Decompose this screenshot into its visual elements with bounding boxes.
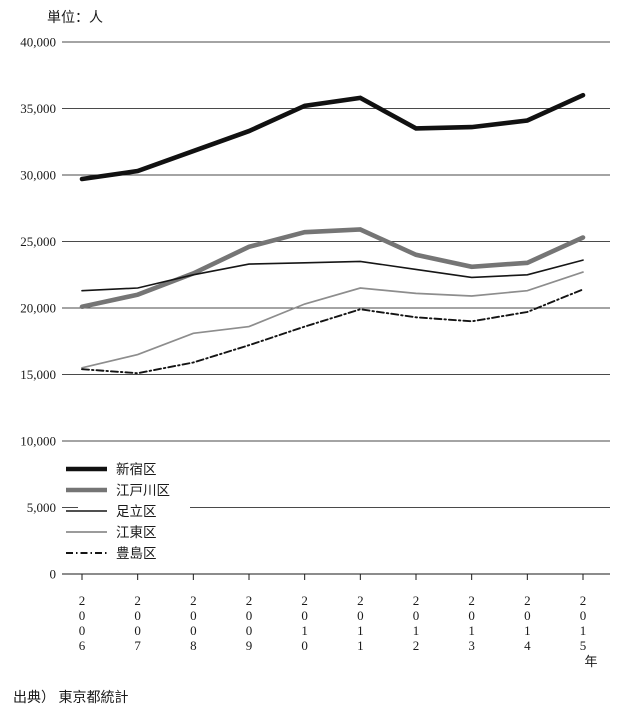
plot-area: 0 5,000 10,000 15,000 20,000 25,000 30,000 35,0… [20,35,610,669]
x-axis-digit: 2 [190,593,197,608]
x-axis-digit: 2 [413,593,420,608]
x-axis-digit: 0 [246,623,253,638]
x-axis-unit-label: 年 [584,654,597,669]
x-axis-digit: 1 [357,638,364,653]
x-axis-digit: 0 [413,608,420,623]
x-axis-digit: 5 [580,638,587,653]
x-axis-digit: 2 [134,593,141,608]
series-line-edogawa-ku [79,227,586,309]
x-axis-digit: 4 [524,638,531,653]
series-line-koto-ku [81,271,584,369]
source-note: 出典） 東京都統計 [13,690,129,706]
legend-label-shinjuku-ku: 新宿区 [116,461,157,477]
x-axis-digit: 0 [190,623,197,638]
x-axis-digit: 2 [468,593,475,608]
x-axis-digit: 2 [524,593,531,608]
y-axis-label-25000: 25,000 [20,234,56,249]
legend-label-edogawa-ku: 江戸川区 [116,483,170,498]
x-axis-digit: 0 [357,608,364,623]
x-axis-digit: 1 [301,623,308,638]
series-line-toshima-ku [81,288,584,375]
x-axis-digit: 0 [524,608,531,623]
y-axis-label-40000: 40,000 [20,35,56,50]
x-axis-digit: 1 [357,623,364,638]
x-axis-digit: 2 [79,593,86,608]
legend-label-toshima-ku: 豊島区 [116,546,157,561]
x-axis-digit: 0 [134,608,141,623]
x-axis-digit: 3 [468,638,475,653]
unit-label: 単位：人 [47,10,103,26]
x-axis-digit: 1 [413,623,420,638]
y-axis-label-10000: 10,000 [20,434,56,449]
y-axis-label-5000: 5,000 [27,500,56,515]
x-axis-digit: 0 [580,608,587,623]
y-axis-label-20000: 20,000 [20,301,56,316]
x-axis-digit: 2 [246,593,253,608]
y-axis-label-15000: 15,000 [20,367,56,382]
x-axis-digit: 0 [134,623,141,638]
y-axis-label-0: 0 [50,567,57,582]
y-axis-label-35000: 35,000 [20,101,56,116]
x-axis-digit: 0 [79,623,86,638]
x-axis-digit: 0 [301,638,308,653]
x-axis-digit: 2 [357,593,364,608]
x-axis-digit: 0 [246,608,253,623]
x-axis-digit: 2 [301,593,308,608]
x-axis-digit: 6 [79,638,86,653]
x-axis-digit: 1 [580,623,587,638]
x-axis-digit: 1 [524,623,531,638]
x-axis-digit: 0 [190,608,197,623]
y-axis-label-30000: 30,000 [20,168,56,183]
legend-label-koto-ku: 江東区 [116,525,157,540]
x-axis-digit: 2 [413,638,420,653]
x-axis-digit: 0 [468,608,475,623]
x-axis-digit: 0 [79,608,86,623]
series-line-shinjuku-ku [79,92,586,182]
x-axis-digit: 8 [190,638,197,653]
x-axis-digit: 9 [246,638,253,653]
legend-label-adachi-ku: 足立区 [116,504,157,519]
x-axis-digit: 0 [301,608,308,623]
x-axis-digit: 2 [580,593,587,608]
x-axis-digit: 1 [468,623,475,638]
series-line-adachi-ku [81,259,584,292]
x-axis-digit: 7 [134,638,141,653]
